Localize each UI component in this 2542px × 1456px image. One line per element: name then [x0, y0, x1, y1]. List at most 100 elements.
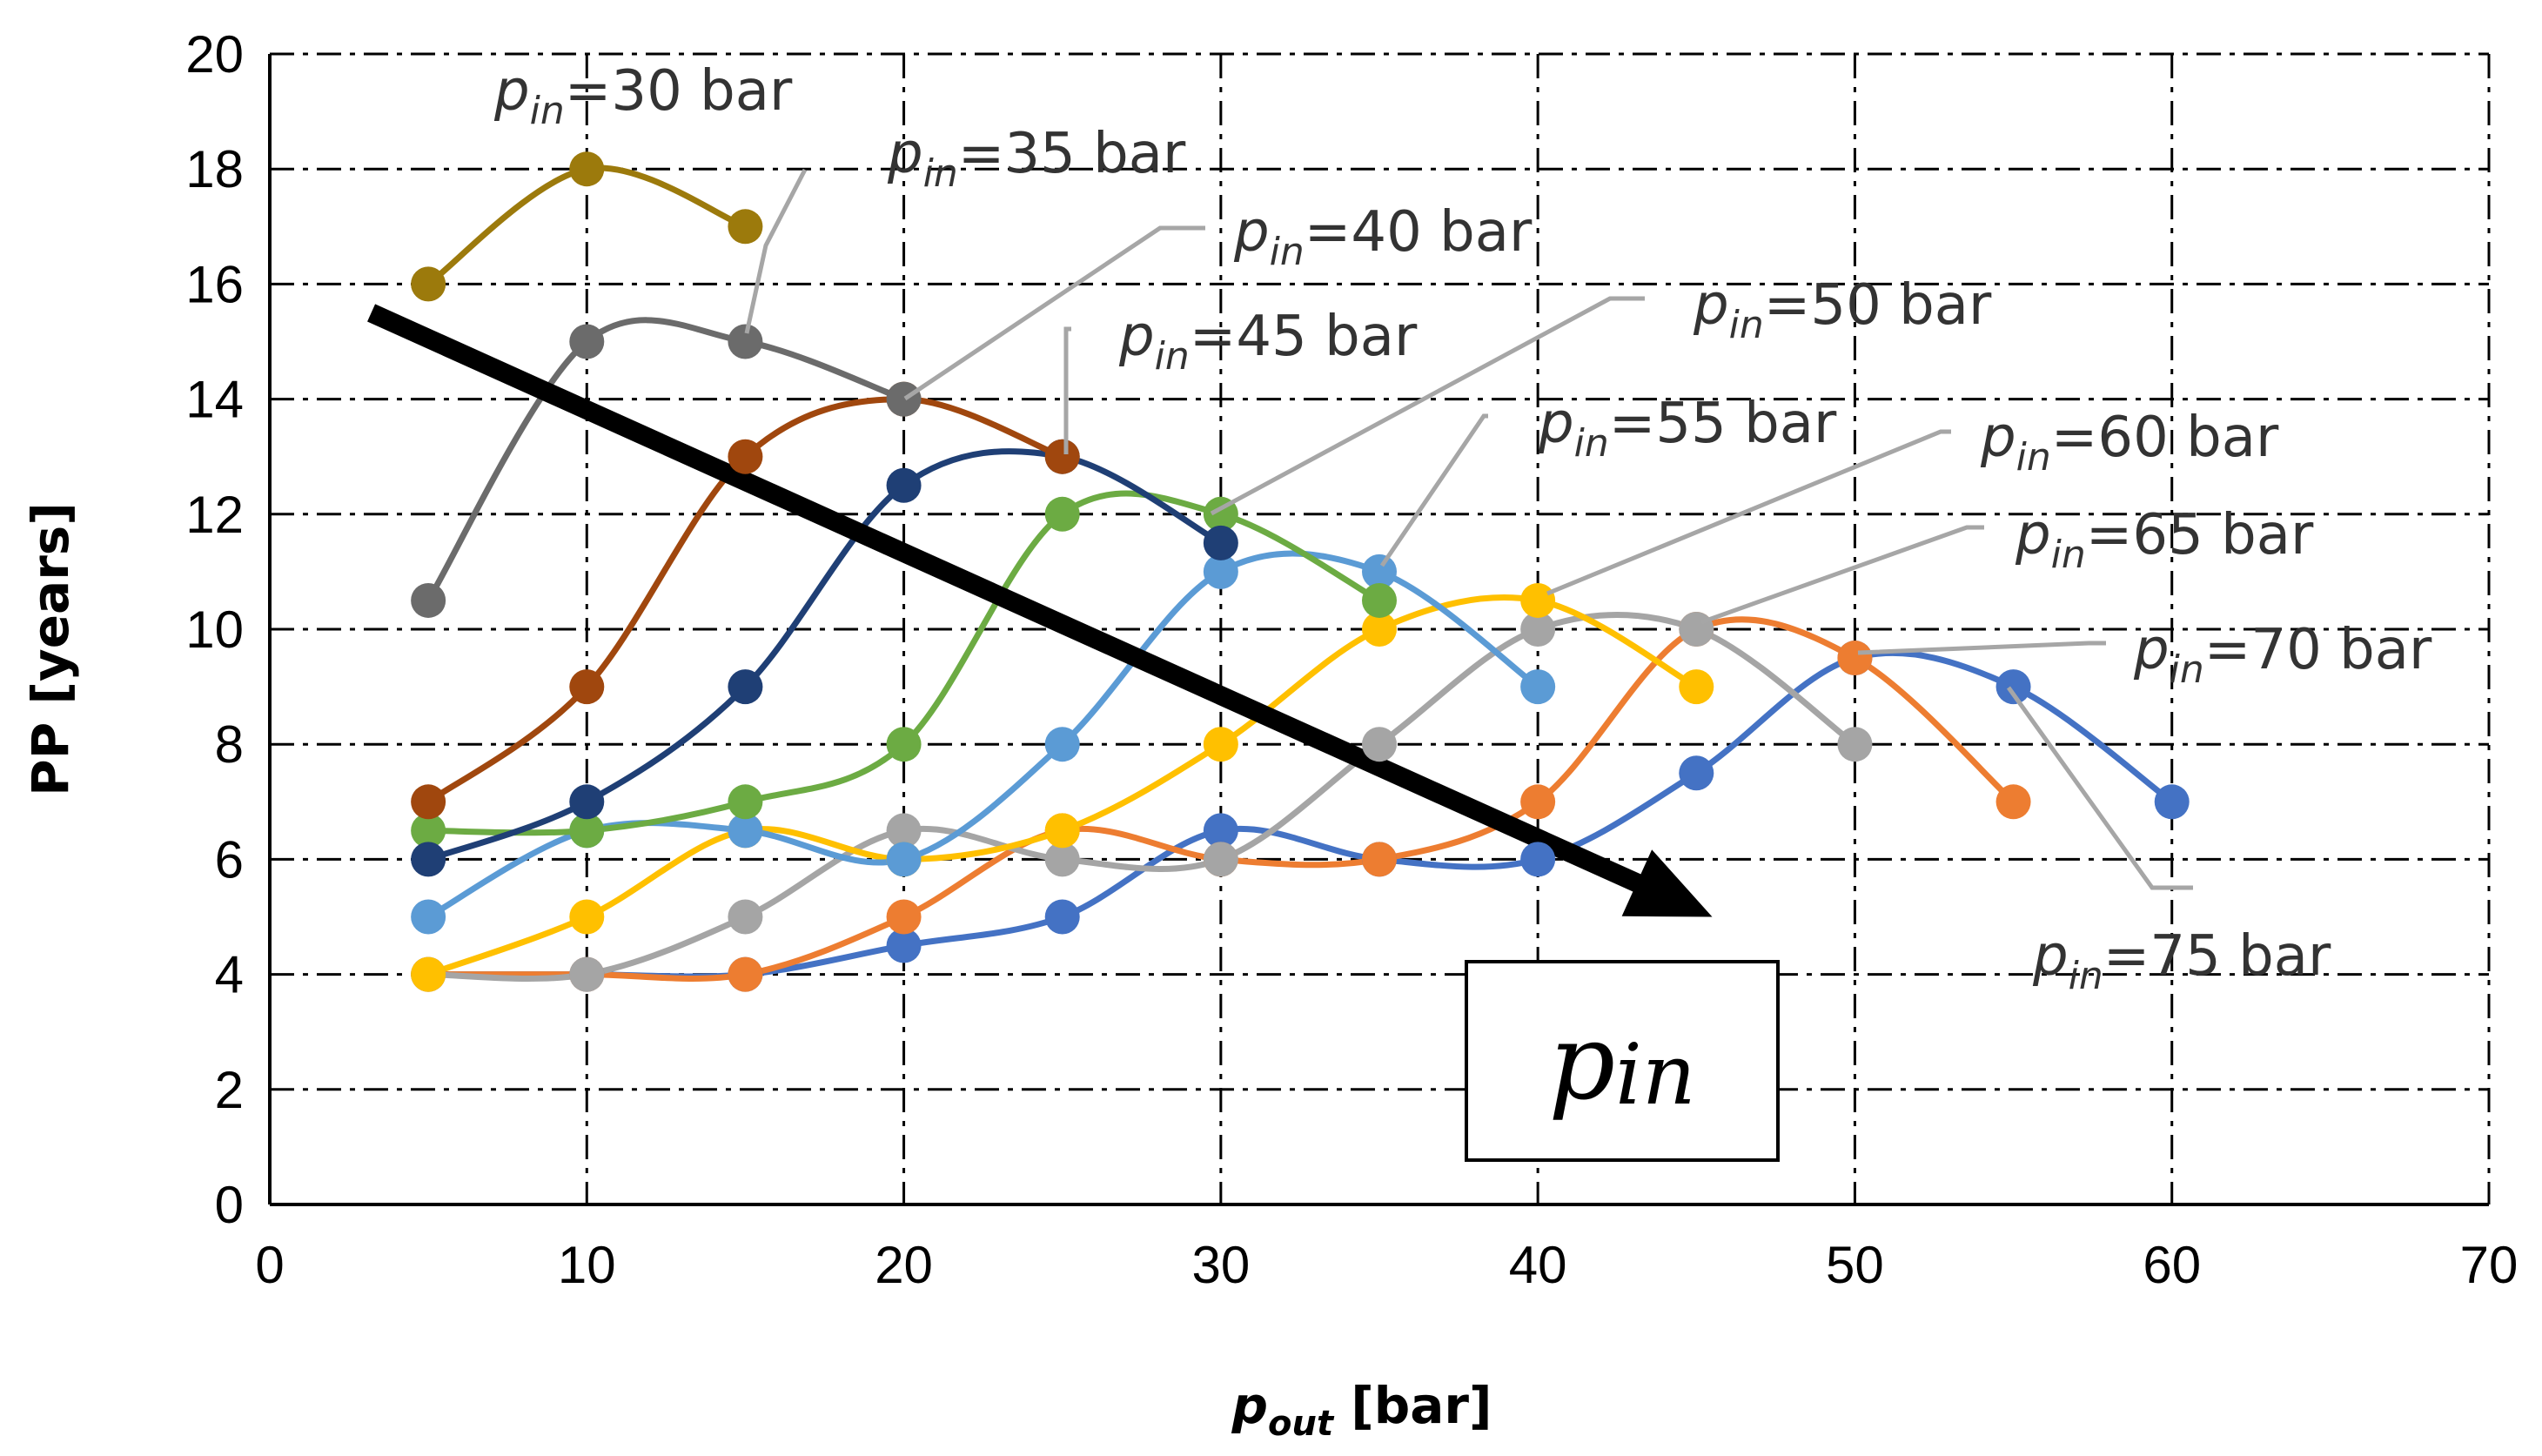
series-point-75-bar-45: [1679, 755, 1714, 791]
series-point-65-bar-35: [1362, 727, 1397, 762]
series-label-sub: in: [2051, 533, 2086, 577]
axes: [268, 54, 2489, 1206]
series-point-60-bar-30: [1203, 727, 1238, 762]
series-label-55-bar: pin=55 bar: [1538, 392, 1837, 466]
series-point-45-bar-30: [1203, 525, 1238, 560]
x-tick-label-70: 70: [2460, 1236, 2519, 1294]
series-label-value: =40 bar: [1305, 200, 1533, 265]
series-label-value: =55 bar: [1609, 392, 1837, 456]
label-leader-lines: [744, 168, 2193, 890]
trend-arrow-head: [1621, 849, 1713, 917]
series-label-sub: in: [530, 89, 565, 133]
x-tick-label-20: 20: [875, 1236, 933, 1294]
series-label-sub: in: [923, 151, 958, 196]
pin-annotation-sub: in: [1615, 1026, 1696, 1124]
x-axis-title-main: p: [1231, 1376, 1268, 1435]
y-tick-label-6: 6: [215, 830, 244, 889]
series-point-75-bar-60: [2154, 784, 2190, 820]
series-label-sub: in: [2069, 954, 2103, 998]
series-label-value: =65 bar: [2086, 503, 2314, 567]
series-label-sub: in: [2016, 435, 2051, 480]
leader-line-35-bar: [744, 168, 808, 334]
series-label-p: p: [1118, 305, 1155, 369]
series-line-65-bar: [425, 611, 1858, 982]
series-point-70-bar-35: [1362, 842, 1397, 877]
series-point-75-bar-20: [886, 928, 922, 963]
series-point-60-bar-25: [1044, 813, 1080, 849]
series-label-p: p: [1980, 406, 2016, 470]
series-label-value: =45 bar: [1190, 305, 1418, 369]
series-point-60-bar-45: [1679, 669, 1714, 705]
pin-annotation-box: [1465, 960, 1780, 1162]
series-label-p: p: [493, 59, 530, 124]
tick-labels: 0 2 4 6 8 10 12 14 16 18 20 0 10 20 30 40 50 60 70: [185, 25, 2518, 1294]
series-label-30-bar: pin=30 bar: [493, 59, 793, 133]
series-point-75-bar-30: [1203, 813, 1238, 849]
series-point-65-bar-40: [1520, 612, 1556, 647]
leader-line-50-bar: [1210, 296, 1645, 516]
series-point-55-bar-20: [886, 842, 922, 877]
series-point-50-bar-25: [1044, 496, 1080, 532]
series-point-60-bar-35: [1362, 612, 1397, 647]
series-point-45-bar-10: [569, 784, 605, 820]
series-point-35-bar-10: [569, 324, 605, 359]
series-label-sub: in: [2170, 647, 2204, 692]
series-point-40-bar-25: [1044, 439, 1080, 474]
series-label-sub: in: [1155, 334, 1190, 379]
series-point-65-bar-50: [1837, 727, 1873, 762]
series-point-55-bar-15: [728, 813, 763, 849]
series-point-65-bar-25: [1044, 842, 1080, 877]
leader-line-70-bar: [1857, 641, 2106, 655]
series-label-70-bar: pin=70 bar: [2133, 618, 2432, 692]
y-tick-label-14: 14: [185, 371, 244, 429]
series-label-value: =50 bar: [1764, 273, 1992, 338]
series-label-40-bar: pin=40 bar: [1233, 200, 1533, 274]
series-point-50-bar-15: [728, 784, 763, 820]
y-tick-label-10: 10: [185, 601, 244, 659]
series-line-70-bar: [425, 616, 2017, 982]
series-point-30-bar-10: [569, 151, 605, 187]
series-point-30-bar-5: [411, 266, 446, 302]
series-point-65-bar-45: [1679, 612, 1714, 647]
series-point-45-bar-15: [728, 669, 763, 705]
series-point-75-bar-40: [1520, 842, 1556, 877]
series-point-60-bar-10: [569, 899, 605, 935]
series-point-50-bar-35: [1362, 582, 1397, 618]
series-point-70-bar-20: [886, 899, 922, 935]
pin-annotation-main: p: [1548, 1003, 1615, 1124]
series-point-55-bar-30: [1203, 554, 1238, 589]
x-tick-label-10: 10: [558, 1236, 616, 1294]
y-tick-label-20: 20: [185, 25, 244, 84]
series-point-70-bar-50: [1837, 641, 1873, 676]
leader-line-55-bar: [1379, 413, 1488, 567]
series-label-value: =75 bar: [2103, 924, 2331, 989]
y-tick-label-2: 2: [215, 1061, 244, 1119]
series-point-45-bar-20: [886, 467, 922, 503]
series-point-75-bar-55: [1995, 669, 2031, 705]
x-tick-label-0: 0: [255, 1236, 284, 1294]
x-tick-label-60: 60: [2143, 1236, 2201, 1294]
series-point-55-bar-5: [411, 899, 446, 935]
leader-line-60-bar: [1546, 429, 1951, 596]
series-label-sub: in: [1729, 303, 1764, 347]
series-point-50-bar-20: [886, 727, 922, 762]
series-point-35-bar-20: [886, 381, 922, 417]
pin-annotation-text: pin: [1548, 1003, 1695, 1124]
series-label-45-bar: pin=45 bar: [1118, 305, 1418, 379]
series-point-35-bar-15: [728, 324, 763, 359]
series-point-30-bar-15: [728, 209, 763, 245]
series-point-55-bar-35: [1362, 554, 1397, 589]
y-tick-label-0: 0: [215, 1176, 244, 1234]
series-label-sub: in: [1574, 421, 1609, 466]
series-point-60-bar-40: [1520, 582, 1556, 618]
series-line-35-bar: [425, 317, 908, 604]
series-point-70-bar-55: [1995, 784, 2031, 820]
series-label-value: =30 bar: [565, 59, 793, 124]
series-point-35-bar-5: [411, 582, 446, 618]
series-point-70-bar-40: [1520, 784, 1556, 820]
series-point-70-bar-15: [728, 956, 763, 992]
y-tick-label-4: 4: [215, 946, 244, 1004]
y-axis-title: PP [years]: [21, 502, 80, 796]
series-label-p: p: [887, 122, 923, 186]
